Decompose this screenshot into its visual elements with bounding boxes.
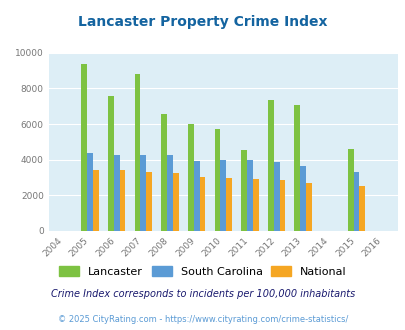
Bar (161, 114, 166, 231)
Bar (246, 160, 252, 231)
Bar (294, 105, 300, 231)
Bar (252, 179, 258, 231)
Text: © 2025 CityRating.com - https://www.cityrating.com/crime-statistics/: © 2025 CityRating.com - https://www.city… (58, 315, 347, 324)
Text: Crime Index corresponds to incidents per 100,000 inhabitants: Crime Index corresponds to incidents per… (51, 289, 354, 299)
Bar (140, 155, 146, 231)
Legend: Lancaster, South Carolina, National: Lancaster, South Carolina, National (55, 263, 350, 280)
Bar (267, 100, 273, 231)
Bar (347, 149, 353, 231)
Bar (241, 150, 246, 231)
Bar (173, 173, 178, 231)
Bar (300, 166, 305, 231)
Bar (119, 170, 125, 231)
Bar (214, 129, 220, 231)
Bar (226, 178, 232, 231)
Bar (279, 180, 285, 231)
Bar (358, 186, 364, 231)
Bar (166, 155, 173, 231)
Bar (146, 172, 152, 231)
Bar (113, 155, 119, 231)
Bar (199, 177, 205, 231)
Bar (81, 64, 87, 231)
Bar (87, 152, 93, 231)
Bar (188, 124, 193, 231)
Bar (108, 96, 113, 231)
Bar (273, 162, 279, 231)
Bar (193, 161, 199, 231)
Bar (353, 172, 358, 231)
Bar (220, 160, 226, 231)
Bar (93, 170, 98, 231)
Text: Lancaster Property Crime Index: Lancaster Property Crime Index (78, 15, 327, 29)
Bar (305, 183, 311, 231)
Bar (134, 74, 140, 231)
